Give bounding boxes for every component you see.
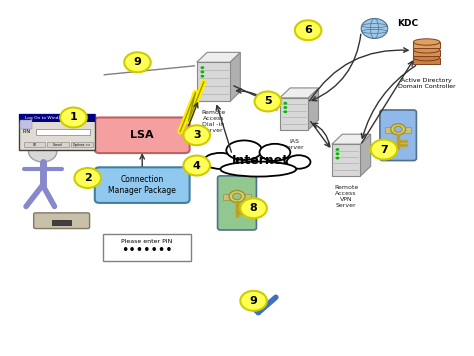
Text: Remote
Access
VPN
Server: Remote Access VPN Server <box>334 185 358 208</box>
FancyBboxPatch shape <box>197 62 230 101</box>
Circle shape <box>371 140 397 159</box>
FancyBboxPatch shape <box>34 213 90 229</box>
Text: Options >>: Options >> <box>73 142 91 147</box>
FancyBboxPatch shape <box>24 142 46 147</box>
Circle shape <box>201 75 204 78</box>
Ellipse shape <box>413 54 440 61</box>
Text: 8: 8 <box>250 203 257 213</box>
Polygon shape <box>360 134 371 176</box>
Circle shape <box>336 157 339 159</box>
Text: Please enter PIN: Please enter PIN <box>121 239 173 244</box>
Text: •••••••: ••••••• <box>121 244 173 257</box>
FancyBboxPatch shape <box>103 234 191 261</box>
Circle shape <box>240 291 267 311</box>
Circle shape <box>336 148 339 151</box>
Circle shape <box>201 66 204 69</box>
FancyBboxPatch shape <box>47 142 69 147</box>
Text: PIN: PIN <box>23 129 31 134</box>
Circle shape <box>240 198 267 218</box>
Text: 7: 7 <box>380 145 388 155</box>
Text: Log On to Windows: Log On to Windows <box>25 116 67 120</box>
Text: 1: 1 <box>70 112 77 122</box>
Text: Remote
Access
Dial -in
Server: Remote Access Dial -in Server <box>201 110 226 133</box>
Circle shape <box>336 152 339 155</box>
Circle shape <box>255 91 281 111</box>
Circle shape <box>391 124 406 135</box>
Text: 9: 9 <box>250 296 257 306</box>
Circle shape <box>229 190 245 203</box>
FancyBboxPatch shape <box>36 129 90 135</box>
Circle shape <box>283 106 287 109</box>
FancyBboxPatch shape <box>218 176 256 230</box>
Circle shape <box>361 19 388 38</box>
FancyBboxPatch shape <box>19 114 95 150</box>
FancyBboxPatch shape <box>52 220 71 225</box>
Text: 3: 3 <box>193 130 201 140</box>
Text: 4: 4 <box>193 161 201 171</box>
Circle shape <box>233 193 241 200</box>
FancyBboxPatch shape <box>332 144 360 176</box>
Ellipse shape <box>204 153 237 169</box>
Circle shape <box>74 168 101 188</box>
Polygon shape <box>230 52 240 101</box>
Circle shape <box>183 156 210 176</box>
Text: Cancel: Cancel <box>53 142 64 147</box>
FancyBboxPatch shape <box>385 127 411 133</box>
Ellipse shape <box>227 140 262 160</box>
FancyBboxPatch shape <box>223 194 251 200</box>
Text: 2: 2 <box>84 173 91 183</box>
Circle shape <box>283 110 287 113</box>
FancyBboxPatch shape <box>413 42 440 48</box>
Circle shape <box>28 141 57 162</box>
Ellipse shape <box>413 39 440 45</box>
Circle shape <box>60 108 87 127</box>
FancyBboxPatch shape <box>413 58 440 64</box>
Text: 6: 6 <box>304 25 312 35</box>
Text: KDC: KDC <box>397 19 418 28</box>
Polygon shape <box>280 88 319 98</box>
Ellipse shape <box>220 162 296 177</box>
FancyBboxPatch shape <box>95 117 190 153</box>
FancyBboxPatch shape <box>280 98 308 130</box>
Text: Internet: Internet <box>232 154 289 167</box>
Text: OK: OK <box>33 142 36 147</box>
Text: Active Directory
Domain Controller: Active Directory Domain Controller <box>398 78 456 89</box>
FancyBboxPatch shape <box>19 114 95 122</box>
Polygon shape <box>197 52 240 62</box>
Text: IAS
Server: IAS Server <box>283 139 304 150</box>
FancyBboxPatch shape <box>413 50 440 56</box>
Circle shape <box>124 52 151 72</box>
FancyBboxPatch shape <box>380 110 416 161</box>
Circle shape <box>183 125 210 145</box>
Text: Connection
Manager Package: Connection Manager Package <box>108 176 176 195</box>
Ellipse shape <box>287 155 310 169</box>
Polygon shape <box>308 88 319 130</box>
Polygon shape <box>332 134 371 144</box>
Text: 9: 9 <box>134 57 141 67</box>
FancyBboxPatch shape <box>95 167 190 203</box>
FancyBboxPatch shape <box>20 120 32 129</box>
Circle shape <box>295 20 321 40</box>
Circle shape <box>201 70 204 73</box>
Ellipse shape <box>259 144 290 161</box>
FancyBboxPatch shape <box>71 142 93 147</box>
Circle shape <box>283 102 287 105</box>
Circle shape <box>394 126 402 132</box>
Text: 5: 5 <box>264 96 272 106</box>
Text: LSA: LSA <box>130 130 154 140</box>
Ellipse shape <box>413 47 440 53</box>
